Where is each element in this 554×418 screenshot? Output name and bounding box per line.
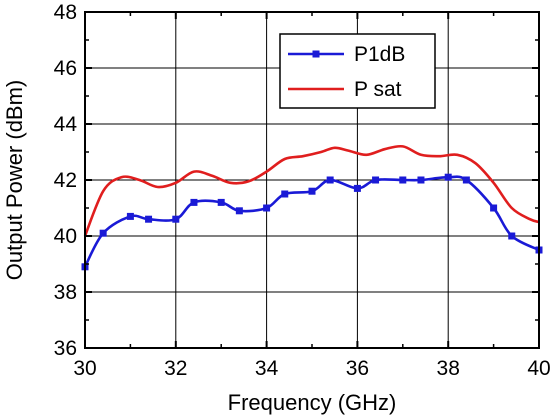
x-tick-label-32: 32 [164,357,187,380]
legend-box [279,33,436,109]
legend-label-p1db: P1dB [354,43,405,66]
data-point-p1db-10 [308,187,316,195]
y-tick-label-36: 36 [54,337,77,360]
data-point-p1db-14 [399,176,407,184]
data-point-p1db-5 [190,198,198,206]
tick-labels: 36 38 40 42 44 46 48 30 32 34 36 38 40 [54,1,551,380]
data-point-p1db-9 [281,190,289,198]
y-tick-label-38: 38 [54,281,77,304]
y-tick-label-44: 44 [54,113,78,136]
x-tick-label-30: 30 [73,357,96,380]
y-tick-label-46: 46 [54,57,77,80]
x-tick-label-40: 40 [527,357,550,380]
axis-ticks [84,11,540,349]
x-tick-label-38: 38 [437,357,460,380]
data-point-p1db-13 [372,176,380,184]
data-point-p1db-6 [217,198,225,206]
series-layer [81,144,543,271]
data-point-p1db-7 [235,207,243,215]
y-tick-label-42: 42 [54,169,77,192]
data-point-p1db-17 [462,176,470,184]
data-point-p1db-12 [353,184,361,192]
legend-marker-p1db [312,50,320,58]
data-point-p1db-2 [126,212,134,220]
legend-label-psat: P sat [354,78,402,101]
data-point-p1db-18 [490,204,498,212]
data-point-p1db-4 [172,215,180,223]
y-axis-title: Output Power (dBm) [2,80,27,281]
data-point-p1db-15 [417,176,425,184]
x-tick-label-34: 34 [255,357,279,380]
data-point-p1db-3 [145,215,153,223]
data-point-p1db-16 [444,173,452,181]
x-tick-label-36: 36 [346,357,369,380]
data-point-p1db-1 [99,229,107,237]
data-point-p1db-19 [508,232,516,240]
data-point-p1db-11 [326,176,334,184]
series-line-psat [83,144,540,237]
x-axis-title: Frequency (GHz) [228,390,397,415]
data-point-p1db-8 [263,204,271,212]
y-tick-label-48: 48 [54,1,77,24]
legend: P1dB P sat [279,33,436,109]
y-tick-label-40: 40 [54,225,77,248]
